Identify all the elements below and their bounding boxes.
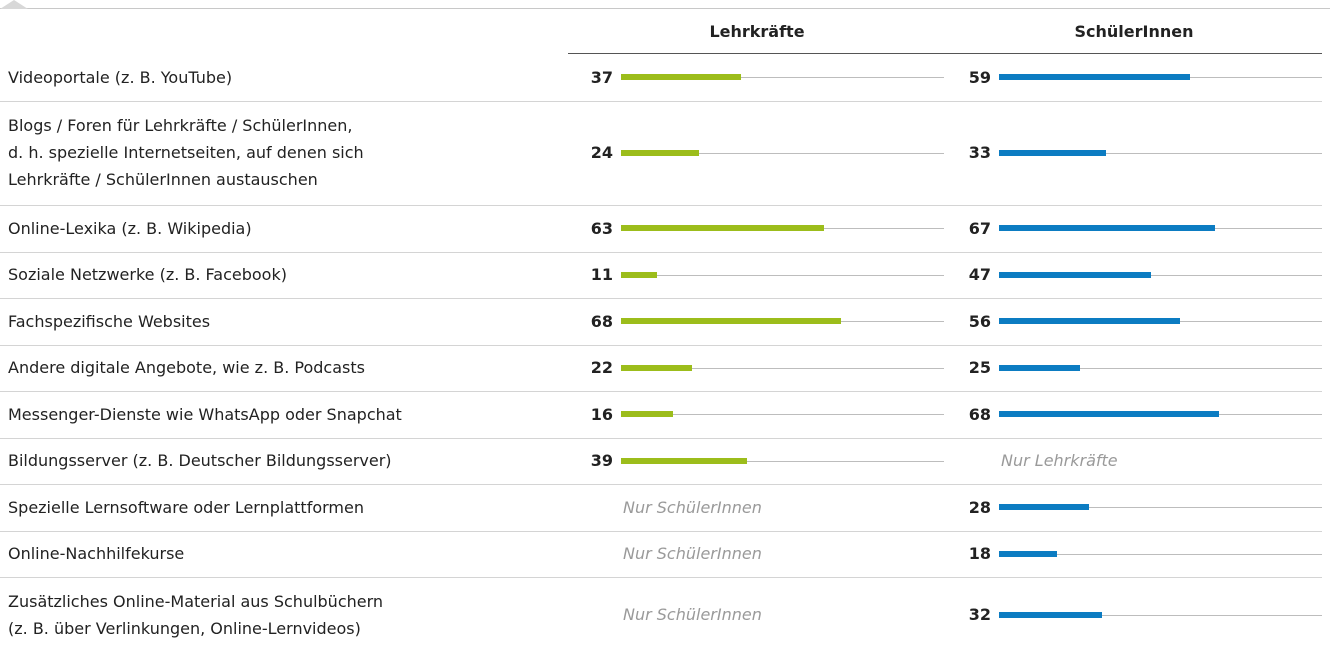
missing-note: Nur SchülerInnen (623, 497, 762, 517)
column-title: SchülerInnen (1074, 22, 1194, 41)
bar (621, 271, 657, 278)
missing-note: Nur Lehrkräfte (1001, 451, 1118, 471)
row-separator (0, 437, 1322, 439)
category-label: Bildungsserver (z. B. Deutscher Bildungs… (8, 451, 392, 471)
row-separator (0, 577, 1322, 578)
bar (621, 149, 699, 156)
bar (999, 149, 1106, 156)
header-rule (568, 53, 945, 54)
track (621, 460, 944, 462)
track (999, 507, 1322, 509)
row-separator (0, 251, 1322, 253)
bar (621, 225, 825, 232)
value-label: 47 (968, 265, 991, 285)
category-label: Videoportale (z. B. YouTube) (8, 67, 233, 87)
bar (999, 504, 1090, 511)
value-label: 28 (968, 497, 991, 517)
bar (621, 74, 741, 81)
missing-note: Nur SchülerInnen (623, 605, 762, 625)
row-separator (0, 484, 1322, 485)
value-label: 33 (968, 143, 991, 163)
bar (999, 318, 1180, 325)
row-separator (0, 344, 1322, 346)
track (621, 274, 944, 276)
row-separator (0, 530, 1322, 532)
header-rule (945, 53, 1322, 54)
bar (999, 550, 1058, 557)
track (999, 152, 1322, 154)
value-label: 56 (968, 311, 991, 331)
tab-marker (0, 0, 28, 9)
value-label: 25 (968, 358, 991, 378)
value-label: 24 (590, 143, 613, 163)
row-separator (0, 298, 1322, 299)
track (621, 152, 944, 154)
bar (621, 457, 747, 464)
category-label: Soziale Netzwerke (z. B. Facebook) (8, 265, 287, 285)
value-label: 16 (590, 404, 613, 424)
column-title: Lehrkräfte (709, 22, 805, 41)
category-label: Fachspezifische Websites (8, 311, 211, 331)
value-label: 32 (968, 605, 991, 625)
track (999, 367, 1322, 369)
category-label: Blogs / Foren für Lehrkräfte / SchülerIn… (8, 116, 364, 190)
track (621, 77, 944, 79)
value-label: 18 (968, 544, 991, 564)
value-label: 59 (968, 67, 991, 87)
bar (999, 74, 1190, 81)
track (999, 553, 1322, 555)
value-label: 67 (968, 218, 991, 238)
row-separator (0, 391, 1322, 392)
category-label: Online-Lexika (z. B. Wikipedia) (8, 218, 252, 238)
missing-note: Nur SchülerInnen (623, 544, 762, 564)
bar (999, 611, 1103, 618)
value-label: 37 (590, 67, 613, 87)
bar (621, 318, 841, 325)
category-label: Messenger-Dienste wie WhatsApp oder Snap… (8, 404, 402, 424)
value-label: 11 (590, 265, 613, 285)
track (999, 274, 1322, 276)
value-label: 68 (590, 311, 613, 331)
bar (999, 271, 1151, 278)
bar (999, 411, 1219, 418)
category-label: Spezielle Lernsoftware oder Lernplattfor… (8, 497, 364, 517)
row-separator (0, 100, 1322, 102)
value-label: 22 (590, 358, 613, 378)
value-label: 39 (590, 451, 613, 471)
track (999, 614, 1322, 616)
bar (621, 364, 693, 371)
bar (999, 225, 1216, 232)
category-label: Zusätzliches Online-Material aus Schulbü… (8, 591, 384, 638)
category-label: Online-Nachhilfekurse (8, 544, 185, 564)
row-separator (0, 205, 1322, 206)
category-label: Andere digitale Angebote, wie z. B. Podc… (8, 358, 365, 378)
bar (621, 411, 673, 418)
track (621, 414, 944, 416)
track (621, 367, 944, 369)
bar (999, 364, 1080, 371)
top-rule (0, 8, 1330, 9)
value-label: 63 (590, 218, 613, 238)
value-label: 68 (968, 404, 991, 424)
